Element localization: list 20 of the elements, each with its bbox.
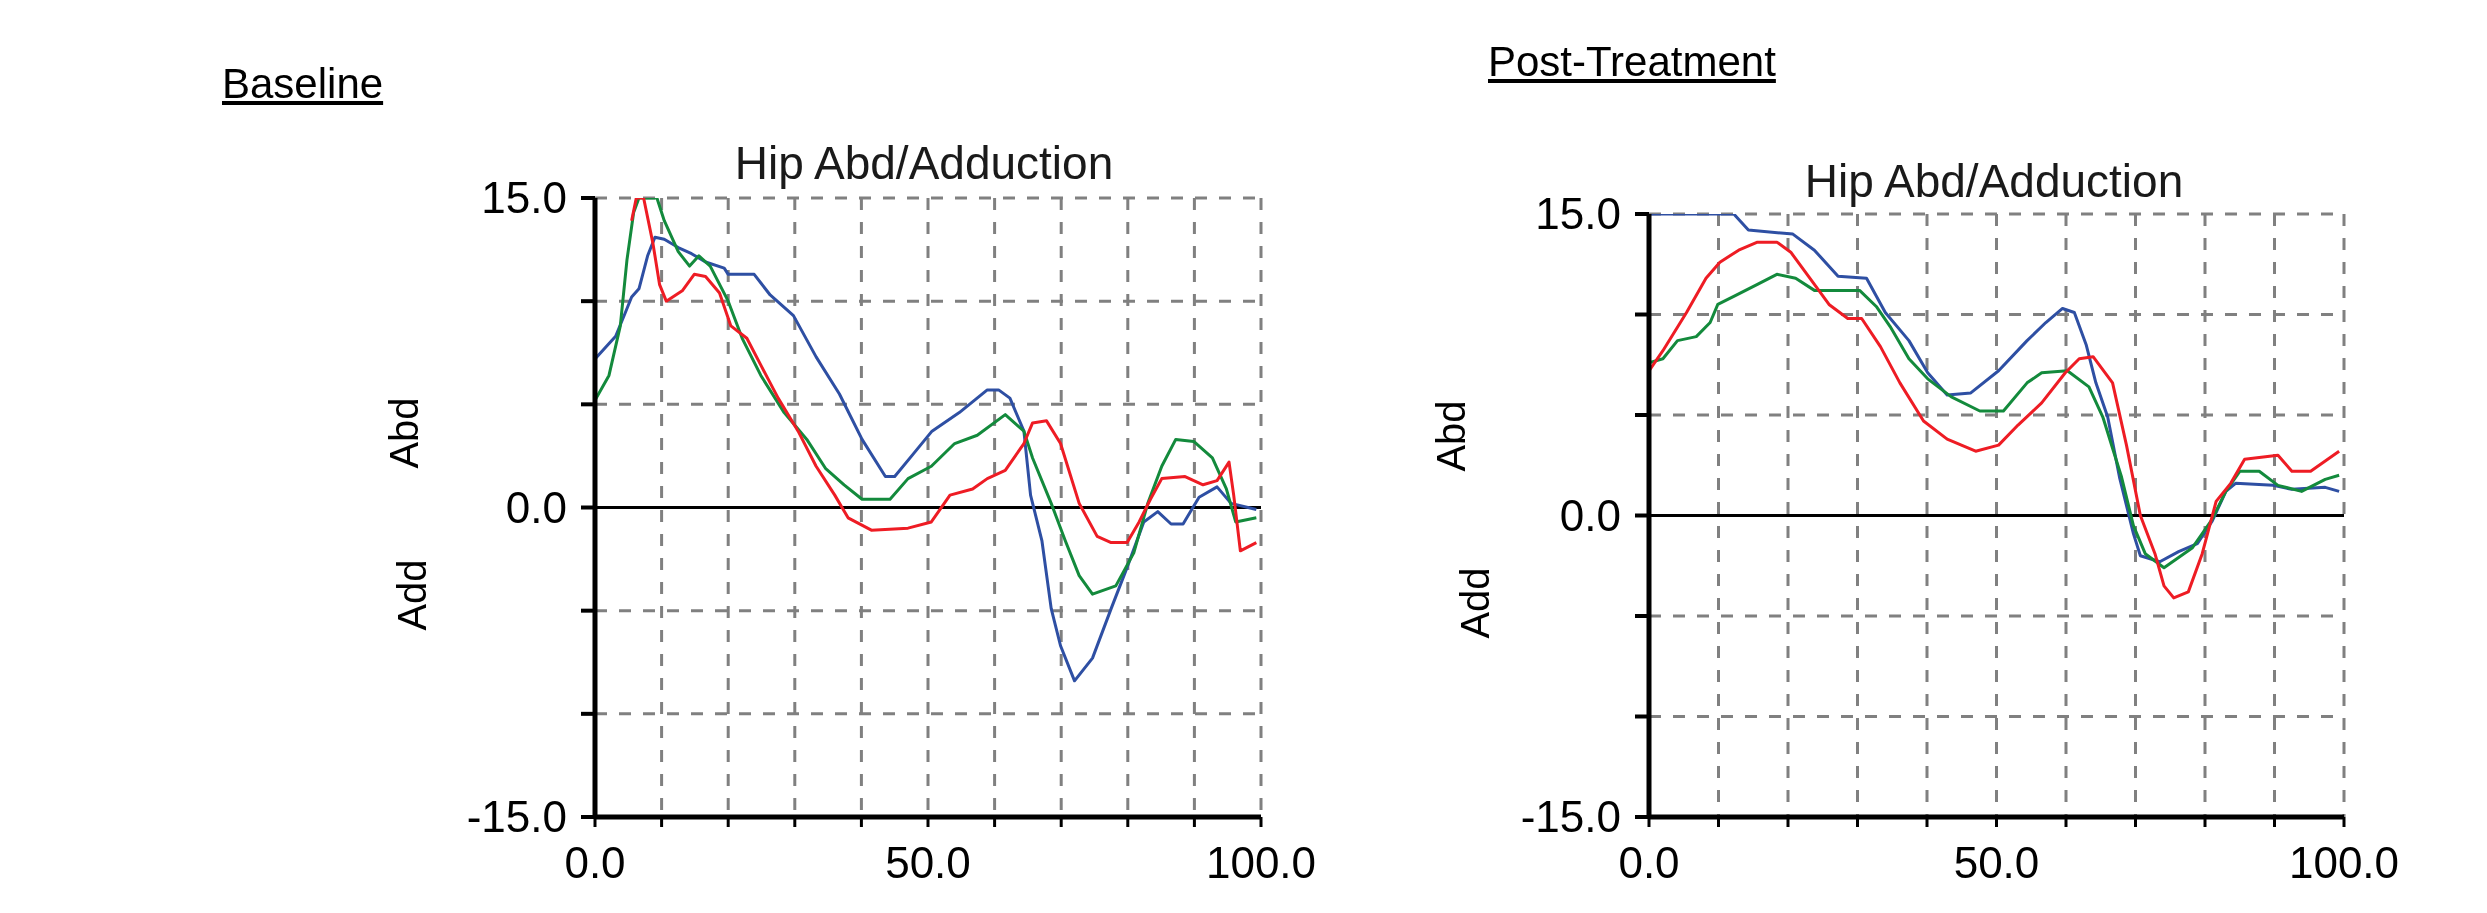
y-tick-label: 0.0: [505, 482, 567, 532]
x-tick-label: 0.0: [1618, 838, 1680, 888]
y-tick-label: 15.0: [1535, 189, 1621, 239]
text: Add: [1452, 567, 1498, 639]
text: Add: [389, 559, 435, 631]
chart-subtitle: Hip Abd/Adduction: [734, 136, 1114, 190]
x-tick-label: 100.0: [2288, 838, 2400, 888]
y-tick-label: -15.0: [1520, 792, 1621, 842]
chart-title: Post-Treatment: [1488, 38, 1776, 86]
x-tick-label: 50.0: [1953, 838, 2040, 888]
y-tick-label: 0.0: [1559, 490, 1621, 540]
x-tick-label: 50.0: [885, 838, 971, 888]
x-tick-label: 100.0: [1205, 838, 1317, 888]
y-tick-label: 15.0: [481, 173, 567, 223]
chart-subtitle: Hip Abd/Adduction: [1804, 154, 2184, 208]
y-axis-title: Abd: [381, 397, 427, 469]
y-axis-title: Abd: [1428, 400, 1474, 472]
chart-title: Baseline: [222, 60, 384, 108]
y-tick-label: -15.0: [466, 792, 567, 842]
x-tick-label: 0.0: [564, 838, 626, 888]
